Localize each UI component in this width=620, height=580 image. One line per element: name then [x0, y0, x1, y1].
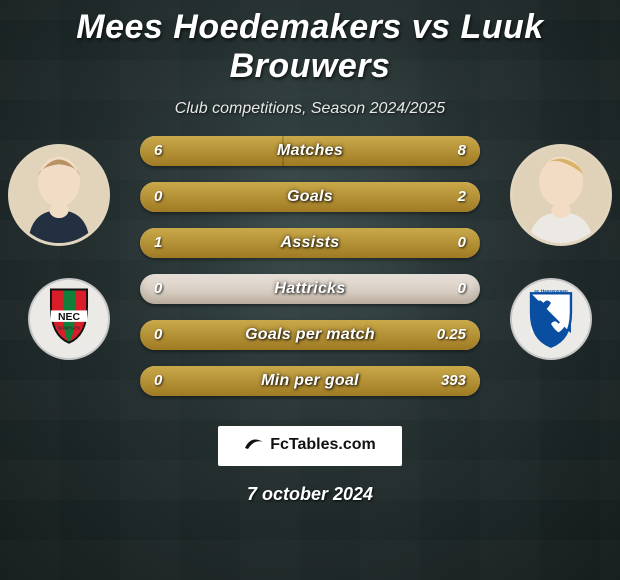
brand-badge: FcTables.com	[218, 426, 402, 466]
player-left-avatar	[8, 144, 110, 246]
brand-swoosh-icon	[244, 437, 264, 456]
svg-text:sc Heerenveen: sc Heerenveen	[534, 288, 568, 294]
stat-bar: 00.25Goals per match	[140, 320, 480, 350]
stat-bar: 0393Min per goal	[140, 366, 480, 396]
stat-label: Goals	[140, 182, 480, 212]
footer: FcTables.com	[0, 426, 620, 466]
club-right-crest: sc Heerenveen	[510, 278, 592, 360]
footer-date: 7 october 2024	[0, 484, 620, 505]
stat-label: Min per goal	[140, 366, 480, 396]
stat-label: Assists	[140, 228, 480, 258]
stat-label: Hattricks	[140, 274, 480, 304]
stat-bars-container: 68Matches 02Goals 10Assists 00Hattricks 00.2…	[140, 136, 480, 412]
comparison-arena: NEC NIJMEGEN sc Heerenveen 68Matches02Go…	[0, 140, 620, 420]
svg-text:NEC: NEC	[58, 312, 81, 323]
page-title: Mees Hoedemakers vs Luuk Brouwers	[0, 0, 620, 86]
page-subtitle: Club competitions, Season 2024/2025	[0, 100, 620, 118]
stat-bar: 00Hattricks	[140, 274, 480, 304]
svg-text:NIJMEGEN: NIJMEGEN	[58, 325, 80, 330]
stat-bar: 02Goals	[140, 182, 480, 212]
player-right-avatar	[510, 144, 612, 246]
stat-label: Goals per match	[140, 320, 480, 350]
stat-bar: 10Assists	[140, 228, 480, 258]
club-left-crest: NEC NIJMEGEN	[28, 278, 110, 360]
stat-bar: 68Matches	[140, 136, 480, 166]
brand-text: FcTables.com	[270, 436, 376, 453]
stat-label: Matches	[140, 136, 480, 166]
